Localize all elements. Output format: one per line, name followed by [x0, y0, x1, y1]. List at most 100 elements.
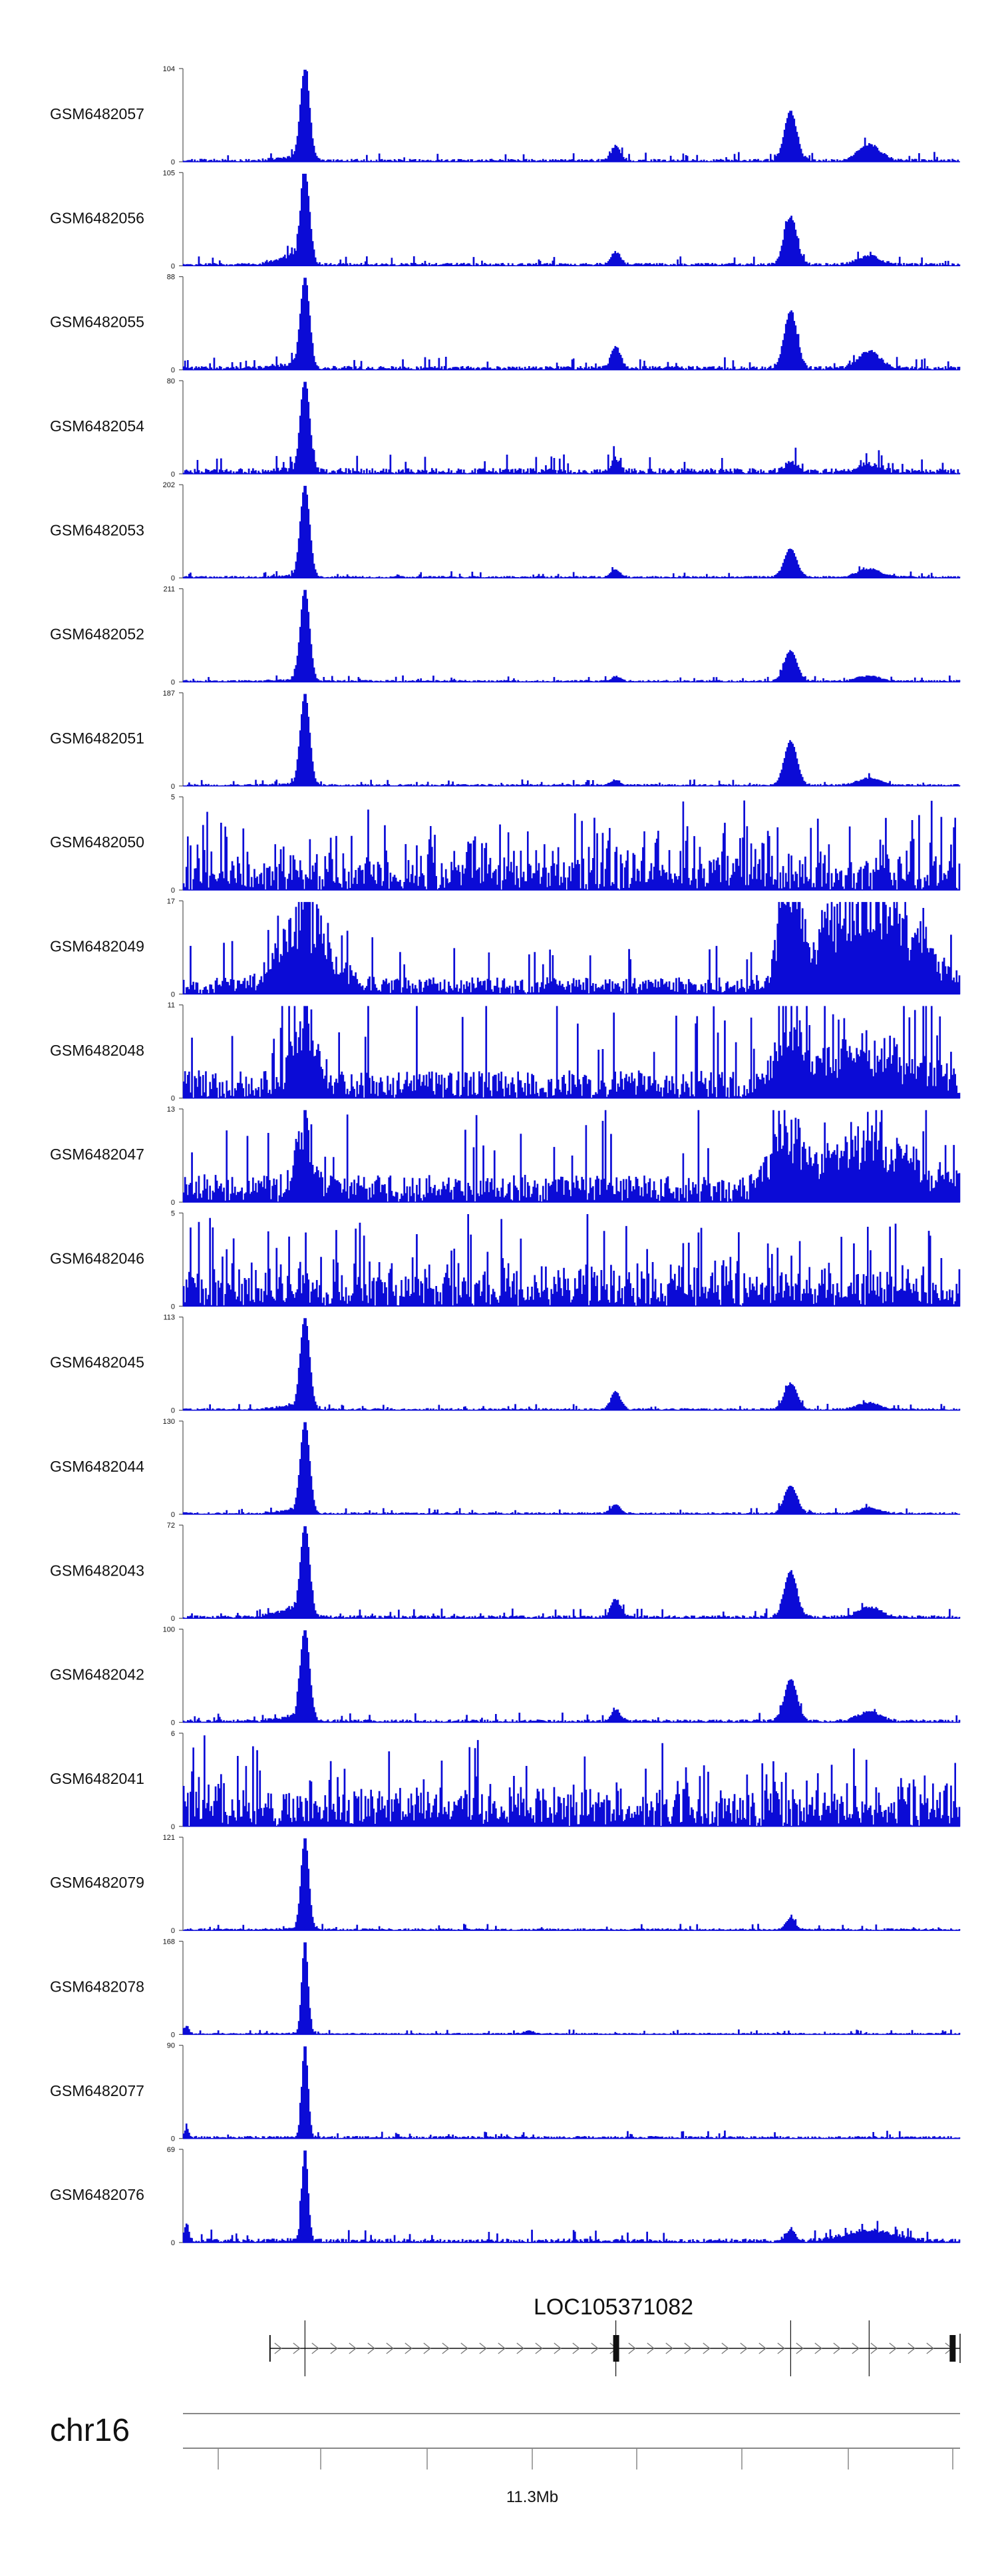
y-axis-zero-label: 0: [171, 679, 175, 687]
track-label: GSM6482041: [50, 1770, 144, 1787]
strand-chevron: [516, 2342, 524, 2354]
strand-chevron: [554, 2342, 562, 2354]
signal-area: [182, 1630, 961, 1723]
track-GSM6482076: GSM6482076 69 0: [50, 2146, 961, 2247]
strand-chevron: [274, 2342, 282, 2354]
y-axis-zero-label: 0: [171, 574, 175, 582]
y-axis-zero-label: 0: [171, 2135, 175, 2143]
y-axis-zero-label: 0: [171, 990, 175, 998]
strand-chevron: [423, 2342, 431, 2354]
track-label: GSM6482079: [50, 1874, 144, 1891]
signal-area: [182, 174, 961, 266]
chromosome-label: chr16: [50, 2413, 130, 2448]
track-label: GSM6482056: [50, 209, 144, 226]
y-axis-zero-label: 0: [171, 1511, 175, 1519]
y-axis-zero-label: 0: [171, 1407, 175, 1415]
signal-area: [182, 902, 961, 994]
y-axis-max-label: 80: [167, 377, 175, 385]
y-axis-max-label: 17: [167, 897, 175, 905]
y-axis-zero-label: 0: [171, 783, 175, 791]
y-axis-zero-label: 0: [171, 1199, 175, 1207]
strand-chevron: [572, 2342, 580, 2354]
track-GSM6482048: GSM6482048 11 0: [50, 1002, 961, 1103]
strand-chevron: [311, 2342, 319, 2354]
track-GSM6482051: GSM6482051 187 0: [50, 690, 961, 791]
signal-area: [182, 485, 961, 578]
strand-chevron: [852, 2342, 860, 2354]
track-label: GSM6482049: [50, 937, 144, 955]
y-axis-max-label: 88: [167, 274, 175, 282]
signal-area: [182, 1110, 961, 1203]
track-label: GSM6482043: [50, 1562, 144, 1579]
track-GSM6482044: GSM6482044 130 0: [50, 1418, 961, 1519]
signal-area: [182, 1318, 961, 1410]
strand-chevron: [349, 2342, 357, 2354]
strand-chevron: [833, 2342, 841, 2354]
signal-area: [182, 69, 960, 162]
track-GSM6482052: GSM6482052 211 0: [50, 586, 961, 687]
y-axis-zero-label: 0: [171, 158, 175, 166]
track-label: GSM6482057: [50, 105, 144, 122]
strand-chevron: [628, 2342, 636, 2354]
track-label: GSM6482053: [50, 521, 144, 538]
signal-area: [182, 2046, 961, 2139]
y-axis-zero-label: 0: [171, 2031, 175, 2039]
strand-chevron: [740, 2342, 748, 2354]
signal-tracks: GSM6482057 104 0 GSM6482056 105 0 GSM6482055 88…: [50, 65, 961, 2247]
track-label: GSM6482042: [50, 1666, 144, 1683]
y-axis-zero-label: 0: [171, 367, 175, 375]
strand-chevron: [870, 2342, 878, 2354]
strand-chevron: [926, 2342, 934, 2354]
track-label: GSM6482076: [50, 2186, 144, 2203]
signal-area: [182, 1214, 961, 1307]
strand-chevron: [908, 2342, 915, 2354]
strand-chevron: [777, 2342, 785, 2354]
y-axis-max-label: 72: [167, 1522, 175, 1530]
track-label: GSM6482055: [50, 314, 144, 331]
track-label: GSM6482047: [50, 1146, 144, 1163]
strand-chevron: [665, 2342, 673, 2354]
locus-label: 11.3Mb: [506, 2488, 558, 2506]
strand-chevron: [591, 2342, 599, 2354]
y-axis-max-label: 130: [163, 1418, 175, 1426]
strand-chevron: [460, 2342, 468, 2354]
track-label: GSM6482050: [50, 833, 144, 851]
chromosome-ruler: chr16 11.3Mb: [50, 2413, 960, 2506]
y-axis-max-label: 211: [163, 586, 175, 594]
track-GSM6482055: GSM6482055 88 0: [50, 274, 961, 375]
y-axis-zero-label: 0: [171, 1615, 175, 1623]
y-axis-max-label: 100: [163, 1626, 175, 1634]
strand-chevron: [684, 2342, 692, 2354]
track-GSM6482053: GSM6482053 202 0: [50, 481, 961, 582]
strand-chevron: [889, 2342, 897, 2354]
track-label: GSM6482078: [50, 1978, 144, 1995]
track-label: GSM6482051: [50, 730, 144, 747]
y-axis-zero-label: 0: [171, 1719, 175, 1727]
track-GSM6482046: GSM6482046 5 0: [50, 1209, 961, 1311]
gene-body: [269, 2320, 961, 2376]
strand-chevron: [367, 2342, 375, 2354]
y-axis-max-label: 90: [167, 2042, 175, 2050]
track-label: GSM6482054: [50, 417, 144, 435]
strand-chevron: [535, 2342, 543, 2354]
y-axis-zero-label: 0: [171, 1823, 175, 1831]
strand-chevron: [703, 2342, 711, 2354]
y-axis-zero-label: 0: [171, 1303, 175, 1311]
signal-area: [182, 1526, 961, 1619]
strand-chevron: [330, 2342, 338, 2354]
signal-area: [182, 800, 961, 891]
y-axis-zero-label: 0: [171, 1095, 175, 1103]
y-axis-max-label: 168: [163, 1938, 175, 1946]
signal-area: [182, 1942, 961, 2035]
track-GSM6482057: GSM6482057 104 0: [50, 65, 960, 166]
strand-chevron: [386, 2342, 394, 2354]
signal-area: [182, 1838, 961, 1931]
track-GSM6482045: GSM6482045 113 0: [50, 1314, 961, 1415]
track-label: GSM6482077: [50, 2082, 144, 2099]
track-GSM6482042: GSM6482042 100 0: [50, 1626, 961, 1727]
signal-area: [182, 1735, 961, 1827]
track-GSM6482041: GSM6482041 6 0: [50, 1730, 961, 1831]
y-axis-max-label: 105: [163, 169, 175, 177]
signal-area: [182, 1006, 961, 1098]
track-GSM6482079: GSM6482079 121 0: [50, 1834, 961, 1935]
